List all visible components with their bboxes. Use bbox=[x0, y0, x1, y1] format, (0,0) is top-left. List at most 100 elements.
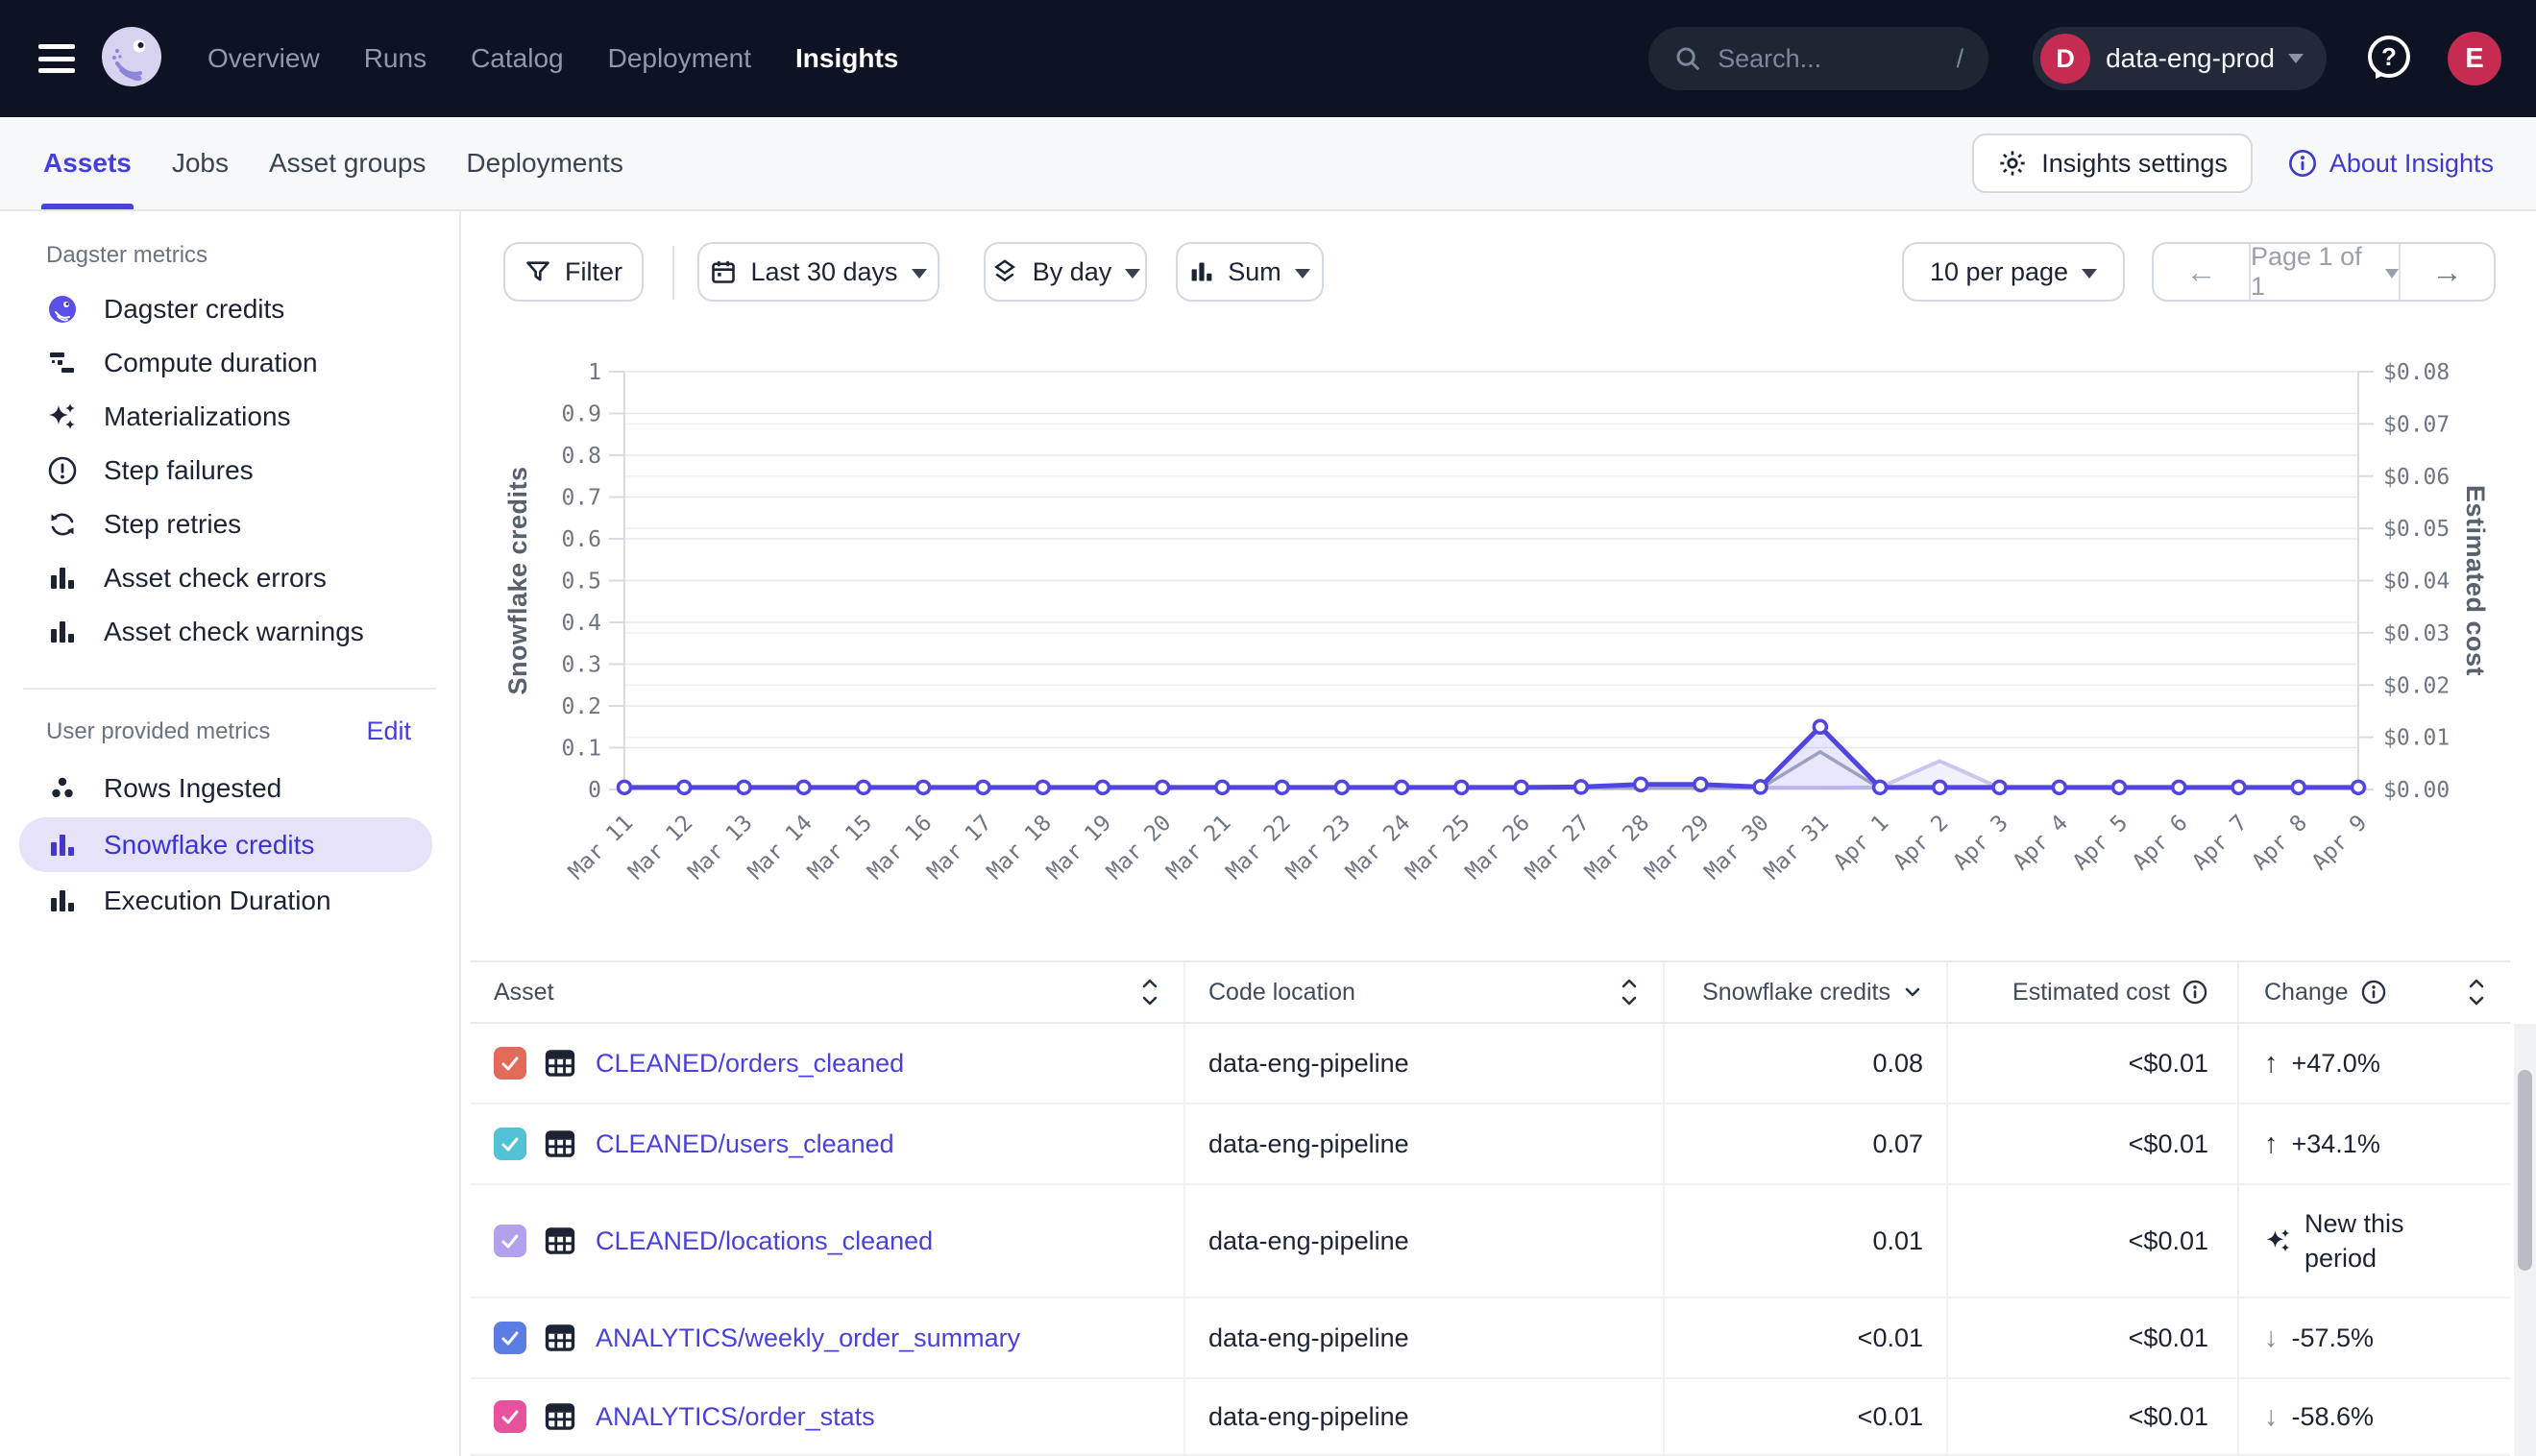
sparkle-icon bbox=[2264, 1226, 2293, 1255]
svg-text:Mar 27: Mar 27 bbox=[1521, 811, 1595, 885]
svg-text:Apr 6: Apr 6 bbox=[2128, 811, 2192, 875]
svg-text:Apr 8: Apr 8 bbox=[2248, 811, 2312, 875]
sidebar-item-label: Execution Duration bbox=[104, 886, 331, 916]
table-header: Asset Code location Snowflake credits Es… bbox=[471, 960, 2510, 1024]
arrow-down-icon: ↓ bbox=[2264, 1323, 2279, 1354]
nav-catalog[interactable]: Catalog bbox=[471, 43, 564, 74]
sidebar-item-dagster-credits[interactable]: Dagster credits bbox=[0, 282, 459, 336]
aggregation-dropdown[interactable]: Sum bbox=[1176, 242, 1324, 302]
column-header-snowflake-credits[interactable]: Snowflake credits bbox=[1663, 962, 1946, 1022]
column-header-code-location[interactable]: Code location bbox=[1183, 962, 1663, 1022]
edit-user-metrics-link[interactable]: Edit bbox=[366, 716, 411, 746]
change-value: +47.0% bbox=[2292, 1049, 2380, 1079]
help-icon: ? bbox=[2363, 31, 2415, 83]
snowflake-credits-chart: 00.10.20.30.40.50.60.70.80.91$0.00$0.01$… bbox=[471, 322, 2536, 946]
table-scrollbar[interactable] bbox=[2514, 1024, 2536, 1456]
sidebar-item-rows-ingested[interactable]: Rows Ingested bbox=[0, 762, 459, 815]
tab-asset-groups[interactable]: Asset groups bbox=[269, 117, 426, 209]
insights-settings-button[interactable]: Insights settings bbox=[1972, 133, 2253, 193]
deployment-switcher[interactable]: D data-eng-prod bbox=[2033, 27, 2327, 90]
aggregation-label: Sum bbox=[1228, 257, 1281, 287]
per-page-dropdown[interactable]: 10 per page bbox=[1902, 242, 2125, 302]
row-checkbox[interactable] bbox=[494, 1128, 526, 1160]
row-checkbox[interactable] bbox=[494, 1047, 526, 1080]
svg-text:0: 0 bbox=[588, 778, 601, 803]
sort-icon[interactable] bbox=[1619, 976, 1640, 1008]
row-checkbox[interactable] bbox=[494, 1400, 526, 1433]
info-icon[interactable] bbox=[2182, 979, 2208, 1006]
table-asset-icon bbox=[544, 1128, 576, 1160]
date-range-dropdown[interactable]: Last 30 days bbox=[697, 242, 939, 302]
svg-text:$0.04: $0.04 bbox=[2383, 570, 2450, 595]
hamburger-menu-icon[interactable] bbox=[38, 44, 75, 73]
dots-icon bbox=[46, 774, 79, 803]
page-indicator-dropdown[interactable]: Page 1 of 1 bbox=[2249, 244, 2399, 300]
search-shortcut-hint: / bbox=[1957, 44, 1964, 74]
svg-text:0.3: 0.3 bbox=[561, 653, 601, 678]
nav-runs[interactable]: Runs bbox=[364, 43, 427, 74]
column-header-estimated-cost[interactable]: Estimated cost bbox=[1946, 962, 2237, 1022]
bar-chart-icon bbox=[46, 618, 79, 646]
help-button[interactable]: ? bbox=[2363, 31, 2415, 87]
asset-link[interactable]: CLEANED/locations_cleaned bbox=[596, 1226, 933, 1256]
toolbar-separator bbox=[672, 246, 674, 300]
svg-text:Estimated cost: Estimated cost bbox=[2461, 485, 2490, 676]
credits-cell: 0.01 bbox=[1663, 1185, 1946, 1297]
svg-text:$0.00: $0.00 bbox=[2383, 778, 2450, 803]
scrollbar-thumb[interactable] bbox=[2518, 1070, 2532, 1271]
svg-text:$0.08: $0.08 bbox=[2383, 360, 2450, 385]
tab-assets[interactable]: Assets bbox=[43, 117, 132, 209]
sidebar-item-label: Asset check warnings bbox=[104, 617, 364, 647]
sidebar-item-execution-duration[interactable]: Execution Duration bbox=[0, 874, 459, 928]
caret-down-icon bbox=[2082, 269, 2097, 279]
nav-insights[interactable]: Insights bbox=[795, 43, 898, 74]
svg-text:0.1: 0.1 bbox=[561, 737, 601, 762]
sidebar-item-label: Snowflake credits bbox=[104, 830, 314, 861]
sidebar-item-compute-duration[interactable]: Compute duration bbox=[0, 336, 459, 390]
row-checkbox[interactable] bbox=[494, 1322, 526, 1354]
info-icon[interactable] bbox=[2360, 979, 2387, 1006]
sidebar-item-step-retries[interactable]: Step retries bbox=[0, 497, 459, 551]
asset-link[interactable]: ANALYTICS/order_stats bbox=[596, 1402, 875, 1432]
previous-page-button[interactable]: ← bbox=[2154, 244, 2249, 300]
sort-icon[interactable] bbox=[1139, 976, 1160, 1008]
about-insights-link[interactable]: About Insights bbox=[2287, 148, 2494, 179]
svg-text:Mar 20: Mar 20 bbox=[1102, 811, 1176, 885]
sidebar-item-label: Step failures bbox=[104, 455, 254, 486]
asset-link[interactable]: CLEANED/users_cleaned bbox=[596, 1129, 894, 1159]
next-page-button[interactable]: → bbox=[2399, 244, 2494, 300]
sidebar-item-snowflake-credits[interactable]: Snowflake credits bbox=[19, 817, 432, 872]
column-label: Snowflake credits bbox=[1702, 979, 1890, 1007]
granularity-dropdown[interactable]: By day bbox=[984, 242, 1147, 302]
svg-text:Mar 12: Mar 12 bbox=[623, 811, 697, 885]
search-input[interactable]: Search... / bbox=[1648, 27, 1988, 90]
svg-text:?: ? bbox=[2381, 42, 2397, 71]
svg-text:1: 1 bbox=[588, 360, 601, 385]
credits-cell: 0.07 bbox=[1663, 1104, 1946, 1183]
tab-deployments[interactable]: Deployments bbox=[466, 117, 622, 209]
svg-text:Mar 25: Mar 25 bbox=[1401, 811, 1475, 885]
row-checkbox[interactable] bbox=[494, 1225, 526, 1257]
svg-text:Mar 21: Mar 21 bbox=[1162, 811, 1236, 885]
sidebar-item-asset-check-errors[interactable]: Asset check errors bbox=[0, 551, 459, 605]
column-header-asset[interactable]: Asset bbox=[471, 962, 1183, 1022]
top-nav: Overview Runs Catalog Deployment Insight… bbox=[0, 0, 2536, 117]
asset-link[interactable]: CLEANED/orders_cleaned bbox=[596, 1049, 904, 1079]
nav-deployment[interactable]: Deployment bbox=[608, 43, 751, 74]
sidebar-item-step-failures[interactable]: Step failures bbox=[0, 444, 459, 497]
arrow-up-icon: ↑ bbox=[2264, 1128, 2279, 1160]
cost-cell: <$0.01 bbox=[1946, 1298, 2237, 1377]
info-icon bbox=[2287, 148, 2318, 179]
sidebar-item-asset-check-warnings[interactable]: Asset check warnings bbox=[0, 605, 459, 659]
tab-jobs[interactable]: Jobs bbox=[172, 117, 229, 209]
user-avatar[interactable]: E bbox=[2448, 32, 2501, 85]
column-header-change[interactable]: Change bbox=[2237, 962, 2510, 1022]
credits-cell: <0.01 bbox=[1663, 1298, 1946, 1377]
sidebar-item-materializations[interactable]: Materializations bbox=[0, 390, 459, 444]
filter-button[interactable]: Filter bbox=[503, 242, 644, 302]
sort-desc-icon[interactable] bbox=[1902, 982, 1923, 1003]
user-metrics-heading: User provided metrics bbox=[46, 718, 270, 745]
asset-link[interactable]: ANALYTICS/weekly_order_summary bbox=[596, 1323, 1020, 1353]
sort-icon[interactable] bbox=[2466, 976, 2487, 1008]
nav-overview[interactable]: Overview bbox=[207, 43, 320, 74]
